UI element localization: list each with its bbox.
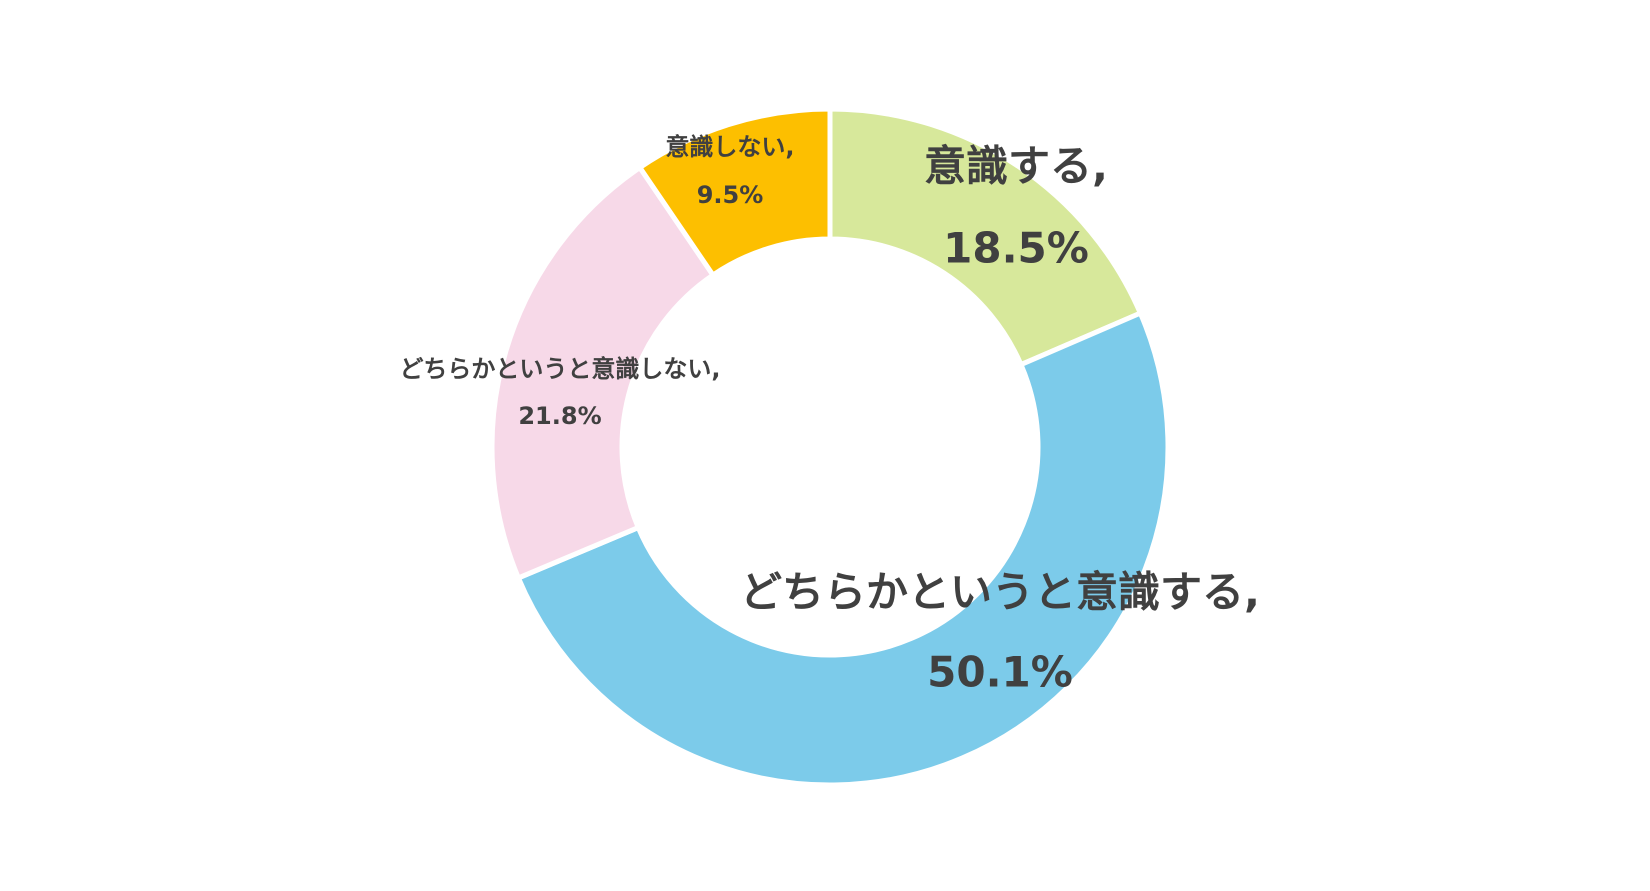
slice-label: 意識する, — [924, 142, 1108, 191]
donut-slice — [827, 106, 1144, 368]
slice-label: どちらかというと意識しない, — [399, 355, 720, 383]
value-label: 21.8% — [518, 402, 601, 430]
value-label: 50.1% — [927, 648, 1073, 697]
slice-label: 意識しない, — [665, 133, 794, 161]
value-label: 9.5% — [697, 181, 764, 209]
value-label: 18.5% — [943, 224, 1089, 273]
slice-label: どちらかというと意識する, — [740, 568, 1260, 617]
donut-slice — [636, 106, 833, 279]
donut-slice — [489, 164, 717, 582]
donut-slice — [515, 309, 1171, 788]
